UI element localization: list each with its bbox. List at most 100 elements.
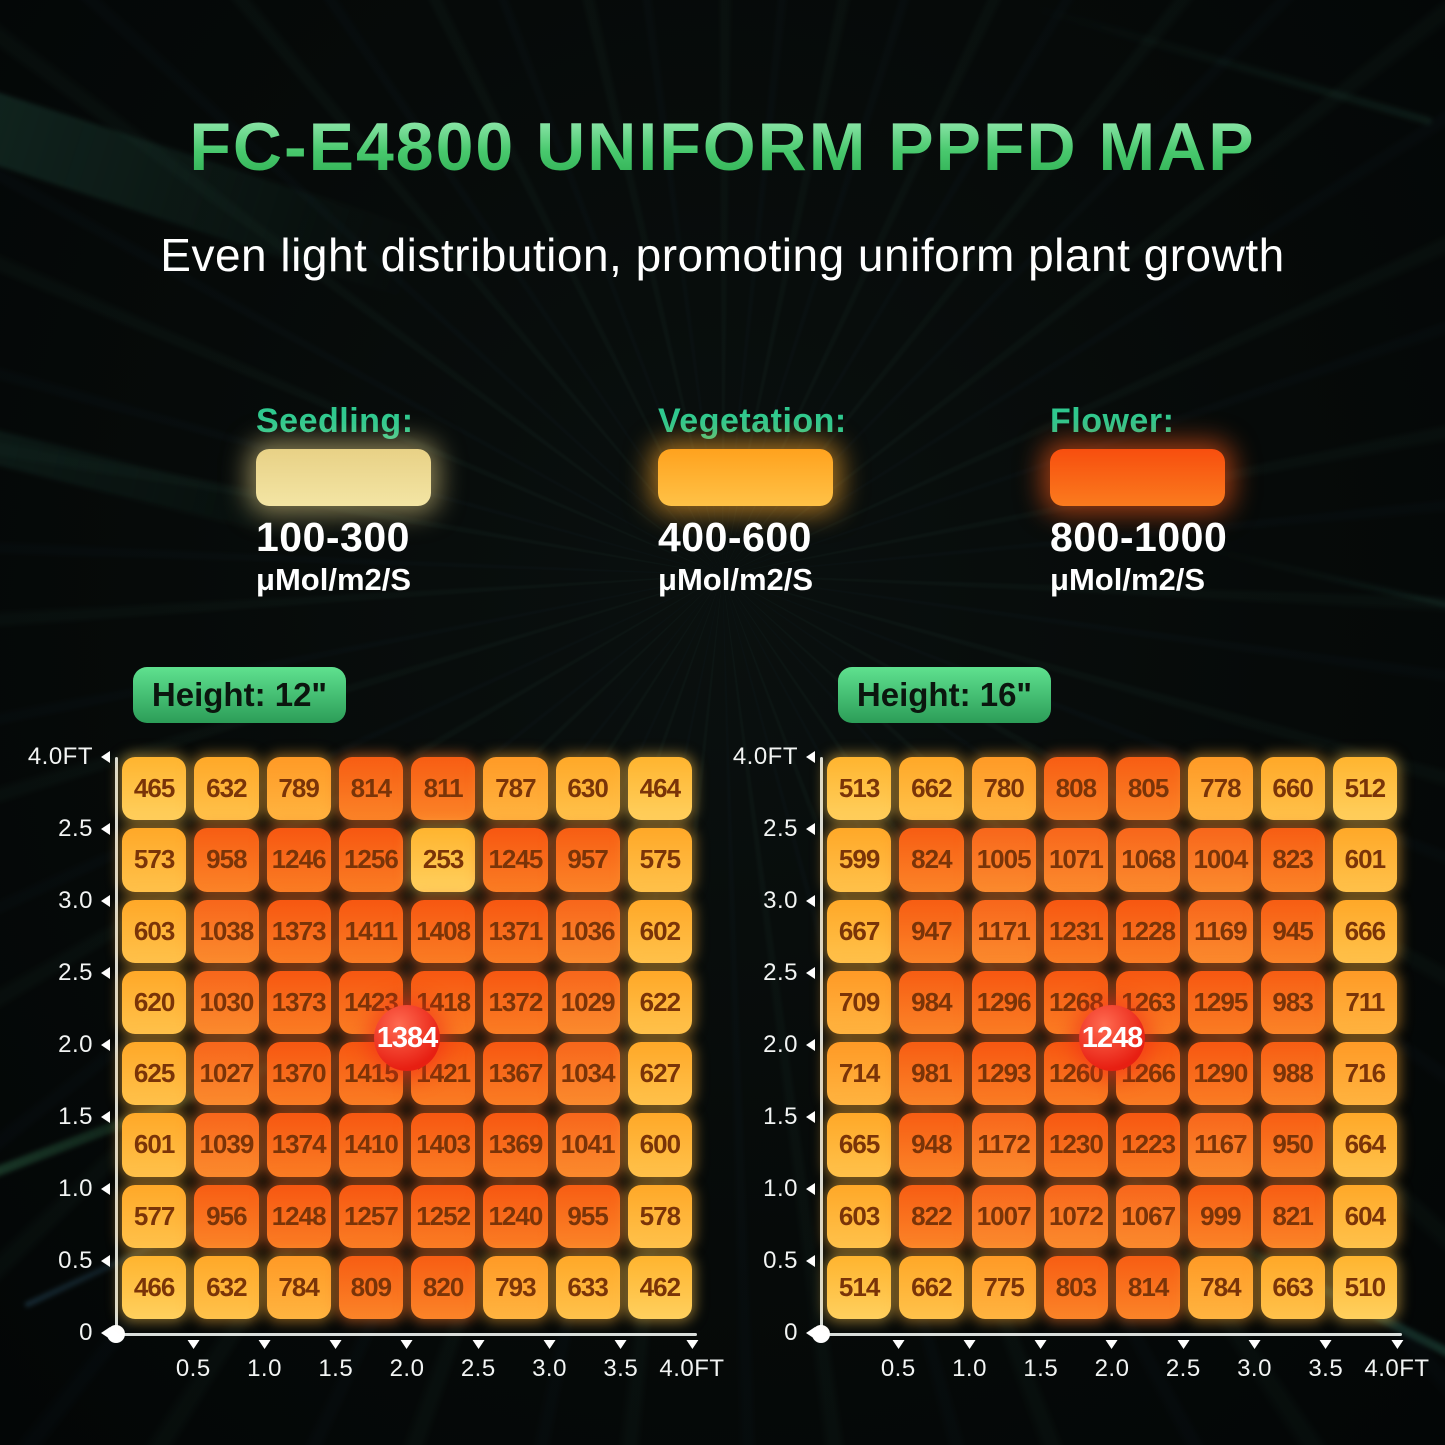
x-axis-line (820, 1333, 1402, 1336)
x-tick-arrow-icon (1034, 1340, 1047, 1349)
ppfd-cell: 1290 (1188, 1042, 1253, 1106)
ppfd-cell: 660 (1260, 757, 1325, 821)
ppfd-grid: 1248 513 662 780 808 805 778 660 512 599 824 1005 1… (827, 757, 1397, 1319)
ppfd-cell: 662 (899, 757, 964, 821)
height-badge-12in: Height: 12" (133, 667, 346, 723)
ppfd-cell: 601 (122, 1113, 187, 1177)
ppfd-cell: 604 (1332, 1184, 1397, 1248)
ppfd-cell: 602 (627, 899, 692, 963)
ppfd-cell: 950 (1260, 1113, 1325, 1177)
ppfd-cell: 822 (899, 1184, 964, 1248)
ppfd-cell: 1374 (266, 1113, 331, 1177)
legend-item-vegetation: Vegetation: 400-600 μMol/m2/S (658, 402, 888, 597)
legend-unit: μMol/m2/S (1050, 562, 1206, 597)
ppfd-cell: 716 (1332, 1042, 1397, 1106)
ppfd-cell: 981 (899, 1042, 964, 1106)
ppfd-cell: 664 (1332, 1113, 1397, 1177)
ppfd-cell: 820 (411, 1255, 476, 1319)
ppfd-cell: 1403 (411, 1113, 476, 1177)
ppfd-cell: 601 (1332, 828, 1397, 892)
x-axis-label: 1.5 (1023, 1355, 1059, 1382)
ppfd-chart-12in: 4.0FT 2.5 3.0 2.5 2.0 1.5 1.0 0.5 0 1384 465 632 7… (28, 743, 724, 1425)
height-badge-16in: Height: 16" (838, 667, 1051, 723)
ppfd-cell: 578 (627, 1184, 692, 1248)
ppfd-cell: 811 (411, 757, 476, 821)
ppfd-cell: 784 (1188, 1255, 1253, 1319)
page-subtitle: Even light distribution, promoting unifo… (160, 229, 1285, 281)
x-tick-arrow-icon (258, 1340, 271, 1349)
x-tick-arrow-icon (329, 1340, 342, 1349)
legend-range: 400-600 (658, 514, 812, 560)
ppfd-cell: 947 (899, 899, 964, 963)
ppfd-cell: 1030 (194, 970, 259, 1034)
x-tick-arrow-icon (892, 1340, 905, 1349)
legend-label: Seedling: (256, 402, 414, 440)
flower-color-swatch (1050, 449, 1225, 506)
x-axis-labels: 0.5 1.0 1.5 2.0 2.5 3.0 3.5 4.0FT (122, 1340, 724, 1410)
legend-range: 800-1000 (1050, 514, 1228, 560)
y-axis-label: 1.0 (58, 1175, 93, 1202)
y-axis-label: 0 (784, 1319, 798, 1346)
ppfd-cell: 1252 (411, 1184, 476, 1248)
ppfd-cell: 1367 (483, 1042, 548, 1106)
ppfd-cell: 1072 (1043, 1184, 1108, 1248)
ppfd-cell: 1408 (411, 899, 476, 963)
ppfd-cell: 1029 (555, 970, 620, 1034)
y-axis-label: 2.0 (763, 1031, 798, 1058)
ppfd-cell: 625 (122, 1042, 187, 1106)
ppfd-cell: 805 (1116, 757, 1181, 821)
y-tick-arrow-icon (101, 1039, 110, 1051)
x-axis-label: 4.0FT (1364, 1355, 1430, 1382)
x-tick-arrow-icon (1248, 1340, 1261, 1349)
ppfd-cell: 1293 (971, 1042, 1036, 1106)
y-tick-arrow-icon (101, 967, 110, 979)
x-axis-label: 2.0 (389, 1355, 425, 1382)
x-axis-label: 1.5 (318, 1355, 354, 1382)
y-tick-arrow-icon (806, 1111, 815, 1123)
x-axis-label: 3.0 (1237, 1355, 1272, 1382)
ppfd-cell: 600 (627, 1113, 692, 1177)
ppfd-cell: 809 (338, 1255, 403, 1319)
ppfd-cell: 957 (555, 828, 620, 892)
y-tick-arrow-icon (806, 895, 815, 907)
ppfd-cell: 1071 (1043, 828, 1108, 892)
origin-dot (812, 1325, 830, 1343)
ppfd-cell: 1373 (266, 899, 331, 963)
ppfd-cell: 780 (971, 757, 1036, 821)
peak-ppfd-badge: 1248 (1079, 1005, 1145, 1071)
ppfd-cell: 510 (1332, 1255, 1397, 1319)
y-tick-arrow-icon (806, 1039, 815, 1051)
ppfd-cell: 632 (194, 1255, 259, 1319)
ppfd-cell: 1027 (194, 1042, 259, 1106)
ppfd-cell: 803 (1043, 1255, 1108, 1319)
ppfd-cell: 824 (899, 828, 964, 892)
x-axis-label: 3.5 (1308, 1355, 1344, 1382)
ppfd-cell: 1245 (483, 828, 548, 892)
seedling-color-swatch (256, 449, 431, 506)
x-axis-label: 0.5 (880, 1355, 916, 1382)
ppfd-cell: 778 (1188, 757, 1253, 821)
ppfd-cell: 663 (1260, 1255, 1325, 1319)
ppfd-cell: 1268 (1043, 970, 1108, 1034)
ppfd-cell: 1041 (555, 1113, 620, 1177)
vegetation-color-swatch (658, 449, 833, 506)
ppfd-cell: 808 (1043, 757, 1108, 821)
ppfd-cell: 630 (555, 757, 620, 821)
x-tick-arrow-icon (401, 1340, 413, 1349)
ppfd-cell: 1228 (1116, 899, 1181, 963)
ppfd-cell: 988 (1260, 1042, 1325, 1106)
ppfd-cell: 1296 (971, 970, 1036, 1034)
ppfd-cell: 1373 (266, 970, 331, 1034)
y-axis-label: 2.5 (58, 959, 93, 986)
y-tick-arrow-icon (101, 1183, 110, 1195)
ppfd-cell: 814 (338, 757, 403, 821)
ppfd-cell: 956 (194, 1184, 259, 1248)
ppfd-cell: 1410 (338, 1113, 403, 1177)
x-tick-arrow-icon (614, 1340, 627, 1349)
ppfd-cell: 1005 (971, 828, 1036, 892)
x-tick-arrow-icon (543, 1340, 556, 1349)
ppfd-cell: 1068 (1116, 828, 1181, 892)
ppfd-cell: 632 (194, 757, 259, 821)
ppfd-cell: 1371 (483, 899, 548, 963)
